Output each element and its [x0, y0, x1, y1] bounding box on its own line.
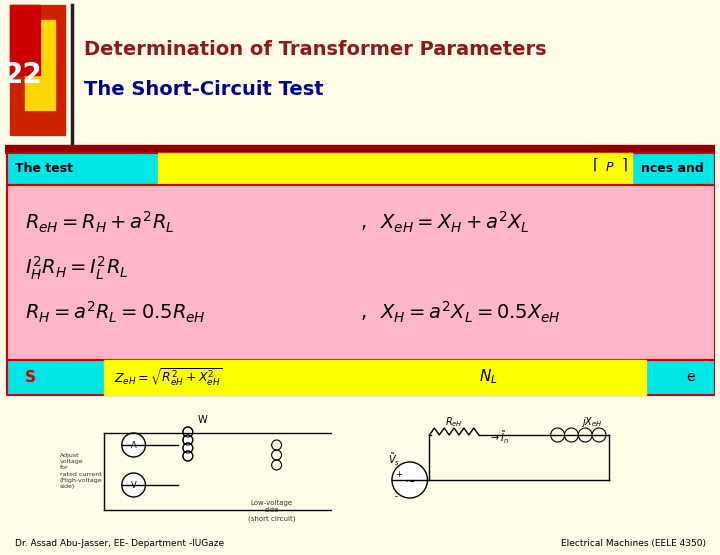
Text: Dr. Assad Abu-Jasser, EE- Department -IUGaze: Dr. Assad Abu-Jasser, EE- Department -IU… [15, 539, 225, 548]
Circle shape [592, 428, 606, 442]
Text: $N_L$: $N_L$ [479, 367, 498, 386]
Text: nces and: nces and [642, 163, 704, 175]
Text: S: S [25, 370, 36, 385]
Text: $,\;\; X_{eH} = X_H + a^2 X_L$: $,\;\; X_{eH} = X_H + a^2 X_L$ [361, 210, 530, 235]
Text: W: W [198, 415, 207, 425]
Bar [7, 185, 716, 360]
Text: $P$: $P$ [605, 161, 614, 174]
Bar [7, 360, 716, 395]
Bar [25, 20, 55, 110]
Text: Adjust
voltage
for
rated current
(High-voltage
side): Adjust voltage for rated current (High-v… [60, 453, 102, 489]
Bar [10, 398, 348, 546]
Text: Determination of Transformer Parameters: Determination of Transformer Parameters [84, 40, 547, 59]
Text: $\rceil$: $\rceil$ [621, 155, 627, 173]
Bar [356, 398, 711, 546]
Bar [10, 5, 40, 75]
Text: Electrical Machines (EELE 4350): Electrical Machines (EELE 4350) [560, 539, 706, 548]
Bar [7, 153, 716, 185]
Text: The test: The test [15, 163, 73, 175]
Circle shape [183, 451, 193, 461]
Bar [104, 360, 647, 395]
Bar [7, 185, 716, 360]
Text: 22: 22 [4, 61, 42, 89]
Circle shape [551, 428, 564, 442]
Text: $R_{eH} = R_H + a^2 R_L$: $R_{eH} = R_H + a^2 R_L$ [25, 210, 174, 235]
Circle shape [392, 462, 428, 498]
Text: $R_{eH}$: $R_{eH}$ [445, 415, 463, 429]
Text: $jX_{eH}$: $jX_{eH}$ [581, 415, 603, 429]
Circle shape [183, 427, 193, 437]
Text: +: + [395, 470, 402, 479]
Text: $\lceil$: $\lceil$ [592, 155, 598, 173]
Bar [158, 153, 631, 185]
Circle shape [122, 433, 145, 457]
Bar [7, 153, 716, 185]
Text: $I_H^2 R_H = I_L^2 R_L$: $I_H^2 R_H = I_L^2 R_L$ [25, 255, 129, 282]
Text: $Z_{eH} = \sqrt{R_{eH}^2 + X_{eH}^2}$: $Z_{eH} = \sqrt{R_{eH}^2 + X_{eH}^2}$ [114, 366, 222, 387]
Text: The Short-Circuit Test: The Short-Circuit Test [84, 80, 324, 99]
Circle shape [183, 443, 193, 453]
Text: e: e [685, 370, 694, 384]
Circle shape [122, 473, 145, 497]
Bar [6, 145, 716, 153]
Text: $\sim$: $\sim$ [402, 473, 417, 487]
Text: $,\;\; X_H = a^2 X_L = 0.5X_{eH}$: $,\;\; X_H = a^2 X_L = 0.5X_{eH}$ [361, 300, 561, 325]
Circle shape [578, 428, 592, 442]
Text: $\tilde{V}_s$: $\tilde{V}_s$ [388, 452, 400, 468]
Text: $\rightarrow \tilde{I}_n$: $\rightarrow \tilde{I}_n$ [489, 430, 509, 446]
Circle shape [564, 428, 578, 442]
Text: V: V [131, 481, 137, 490]
Text: -: - [395, 492, 398, 501]
Bar [10, 5, 65, 135]
Text: $R_H = a^2 R_L = 0.5R_{eH}$: $R_H = a^2 R_L = 0.5R_{eH}$ [25, 300, 206, 325]
Text: A: A [131, 441, 137, 450]
Bar [7, 360, 716, 395]
Text: Low-voltage
side
(short circuit): Low-voltage side (short circuit) [248, 500, 295, 522]
Circle shape [183, 435, 193, 445]
